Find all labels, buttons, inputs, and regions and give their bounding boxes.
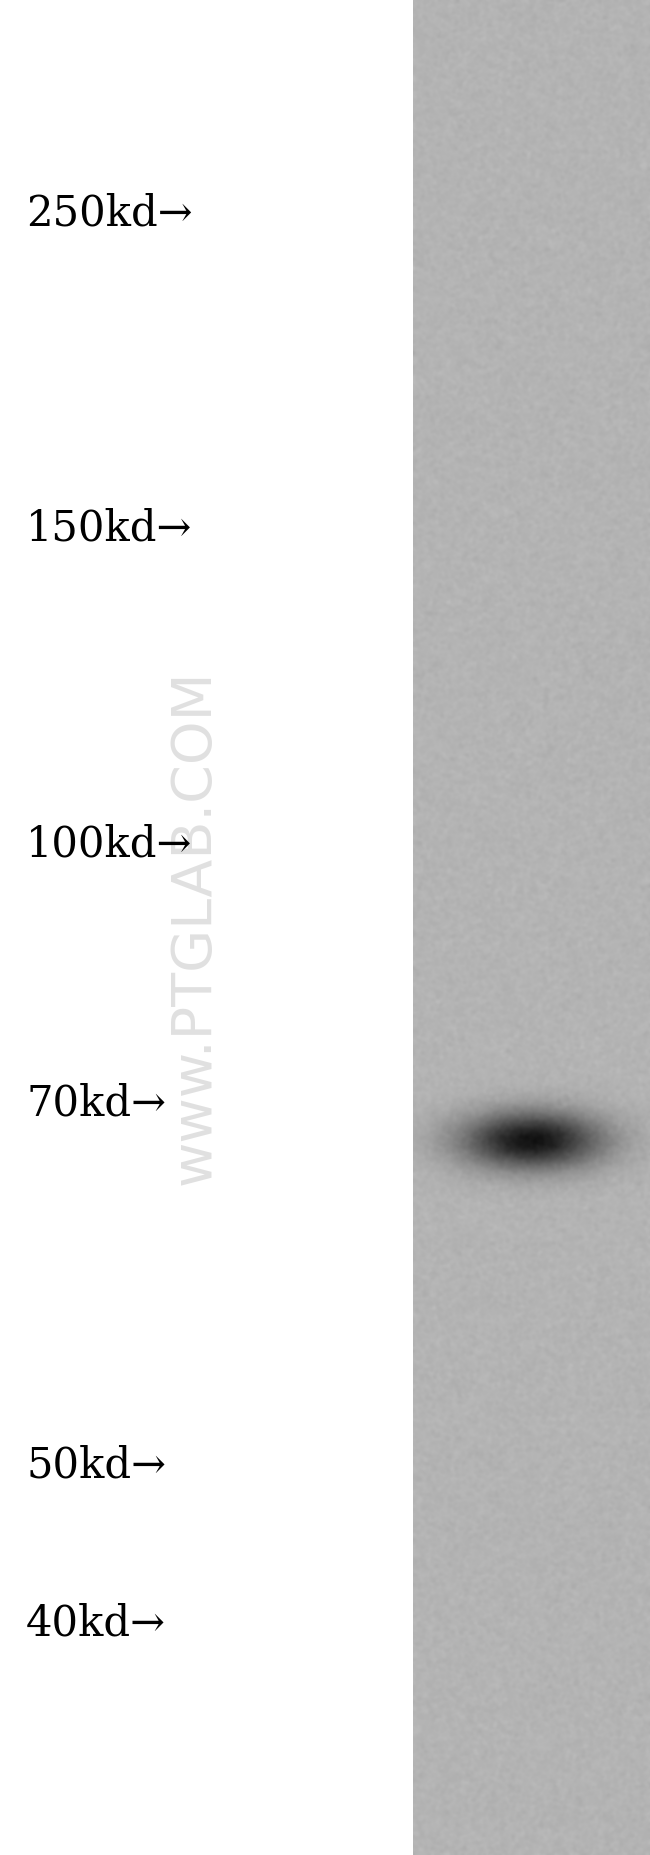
Text: 50kd→: 50kd→ xyxy=(26,1445,166,1486)
Text: 250kd→: 250kd→ xyxy=(26,193,192,234)
Text: www.PTGLAB.COM: www.PTGLAB.COM xyxy=(168,670,222,1185)
Text: 150kd→: 150kd→ xyxy=(26,508,192,549)
Text: 100kd→: 100kd→ xyxy=(26,824,192,864)
Text: 70kd→: 70kd→ xyxy=(26,1083,166,1124)
Text: 40kd→: 40kd→ xyxy=(26,1603,166,1644)
